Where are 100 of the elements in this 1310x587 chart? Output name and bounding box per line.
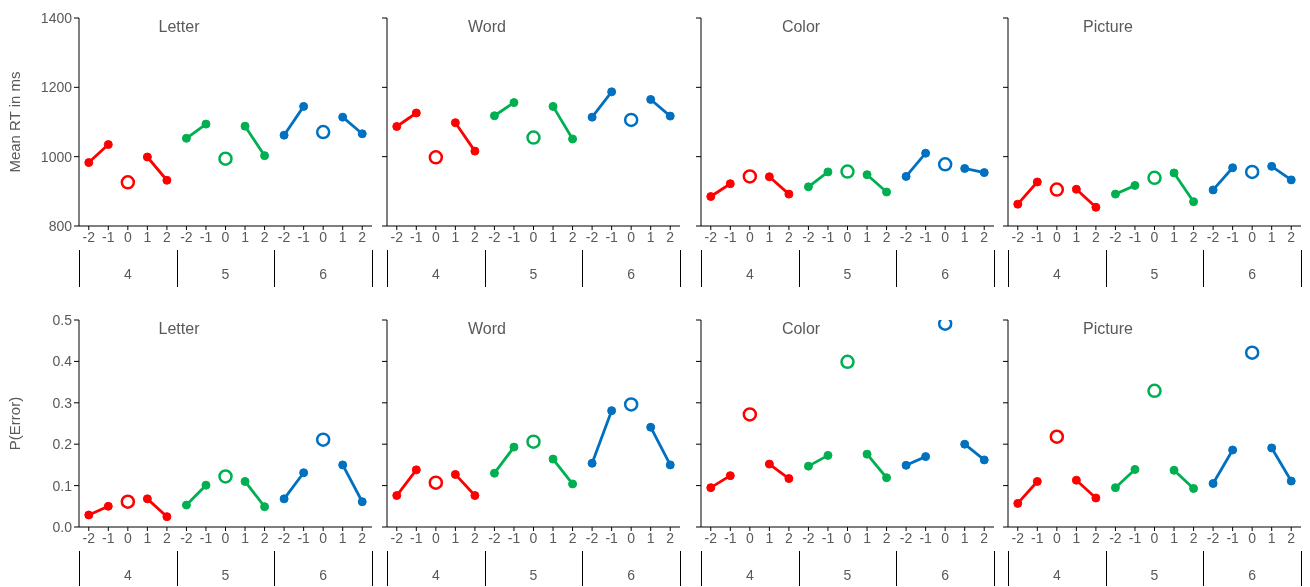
point — [1228, 163, 1238, 173]
text: 6 — [626, 567, 637, 583]
x-tick-label: 0 — [221, 529, 230, 546]
point — [1208, 185, 1218, 195]
text: 5 — [220, 567, 231, 583]
x-tick-label: 2 — [163, 228, 171, 245]
x-tick-label: -1 — [507, 228, 521, 245]
x-tick-label: 2 — [1287, 529, 1296, 546]
text: 6 — [626, 266, 637, 282]
point — [489, 468, 499, 478]
point — [901, 460, 911, 470]
x-tick-label: -1 — [724, 529, 737, 546]
point — [568, 479, 578, 489]
point — [470, 146, 480, 156]
x-tick-label: -2 — [277, 529, 291, 546]
x-tick-label: -2 — [1206, 529, 1220, 546]
point — [357, 129, 367, 139]
point — [338, 460, 348, 470]
x-tick-label: 1 — [338, 228, 347, 245]
point — [764, 459, 774, 469]
text: 4 — [122, 266, 133, 282]
chart-title: Word — [468, 320, 506, 338]
x-tick-label: -1 — [919, 228, 933, 245]
x-tick-label: 0 — [1150, 228, 1159, 245]
x-tick-label: -1 — [102, 529, 115, 546]
x-tick-label: 1 — [241, 228, 250, 245]
x-tick-label: -2 — [390, 228, 404, 245]
x-tick-label: 1 — [765, 228, 774, 245]
x-tick-label: 2 — [785, 529, 793, 546]
point — [1267, 161, 1277, 171]
x-tick-label: 0 — [221, 228, 230, 245]
x-tick-label: 1 — [1072, 228, 1081, 245]
x-tick-label: 1 — [960, 529, 969, 546]
point — [84, 510, 94, 520]
point — [548, 101, 558, 111]
x-tick-label: -1 — [507, 529, 521, 546]
text: 4 — [430, 567, 441, 583]
x-tick-label: 2 — [785, 228, 793, 245]
point — [218, 151, 233, 166]
x-tick-label: -2 — [899, 529, 913, 546]
point — [162, 512, 172, 522]
y-tick-label: 0.3 — [52, 394, 73, 411]
x-tick-label: -2 — [899, 228, 913, 245]
x-tick-label: 1 — [1267, 228, 1276, 245]
x-tick-label: -2 — [1011, 529, 1025, 546]
point — [960, 163, 970, 173]
x-tick-label: 0 — [1052, 228, 1061, 245]
x-tick-label: -1 — [102, 228, 115, 245]
point — [260, 502, 270, 512]
x-tick-label: -2 — [1206, 228, 1220, 245]
point — [201, 119, 211, 129]
point — [181, 133, 191, 143]
point — [1286, 175, 1296, 185]
point — [240, 476, 250, 486]
point — [470, 491, 480, 501]
point — [103, 501, 113, 511]
chart-title: Picture — [1083, 320, 1133, 338]
point — [742, 169, 758, 184]
x-tick-label: -1 — [605, 529, 619, 546]
x-tick-label: -2 — [802, 228, 815, 245]
text: 5 — [528, 266, 539, 282]
point — [84, 158, 94, 168]
x-tick-label: 0 — [431, 228, 440, 245]
chart-title: Picture — [1083, 18, 1133, 36]
point — [1147, 170, 1162, 186]
text: 4 — [430, 266, 441, 282]
x-tick-label: -2 — [488, 228, 501, 245]
x-tick-label: 0 — [1150, 529, 1159, 546]
text: 6 — [940, 567, 951, 583]
point — [1244, 164, 1260, 180]
point — [706, 192, 716, 202]
text: 5 — [842, 567, 853, 583]
x-tick-label: -2 — [180, 529, 193, 546]
point — [201, 480, 211, 490]
point — [142, 494, 152, 504]
point — [103, 140, 113, 150]
point — [1013, 498, 1023, 508]
y-tick-label: 0.2 — [52, 436, 73, 453]
point — [1169, 465, 1179, 475]
point — [1071, 184, 1081, 194]
point — [1244, 345, 1260, 360]
x-tick-label: -1 — [199, 529, 213, 546]
point — [784, 189, 794, 199]
text: 5 — [1149, 266, 1160, 282]
point — [960, 439, 970, 449]
chart-title: Letter — [158, 320, 200, 338]
x-tick-label: 0 — [1248, 529, 1257, 546]
x-tick-label: 2 — [1092, 228, 1100, 245]
point — [509, 442, 519, 452]
x-tick-label: -1 — [821, 529, 835, 546]
x-tick-label: 0 — [529, 228, 538, 245]
x-tick-label: 2 — [471, 529, 479, 546]
x-tick-label: 0 — [431, 529, 440, 546]
point — [392, 491, 402, 501]
text: 4 — [1051, 266, 1062, 282]
x-tick-label: 0 — [745, 529, 754, 546]
point — [1091, 202, 1101, 212]
x-tick-label: -2 — [704, 228, 718, 245]
point — [1169, 168, 1179, 178]
point — [1130, 180, 1140, 190]
